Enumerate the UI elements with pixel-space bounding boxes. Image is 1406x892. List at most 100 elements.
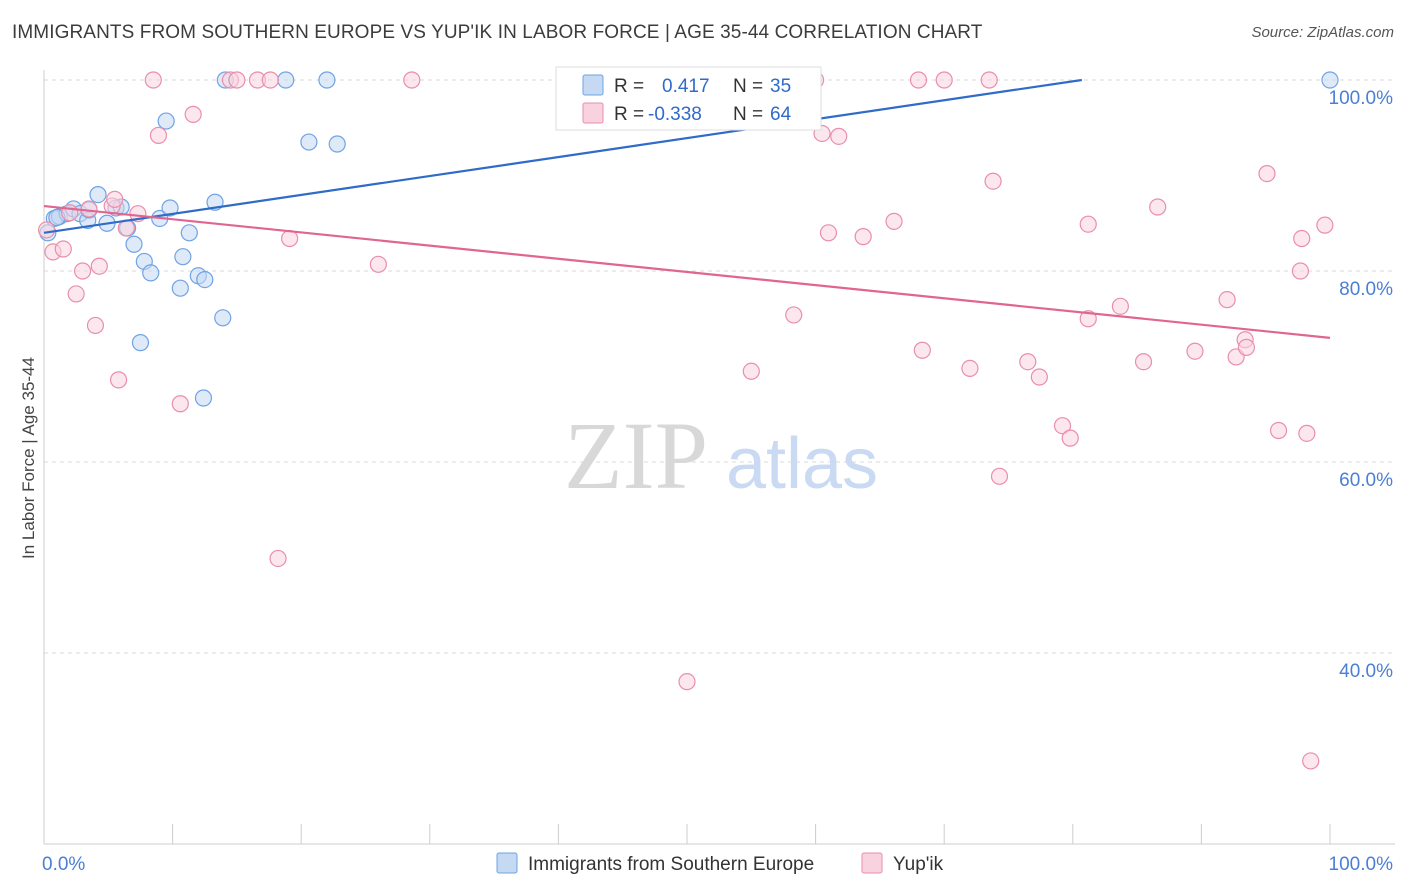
yupik-point-43 (1019, 353, 1037, 371)
series-yupik-points (37, 71, 1334, 770)
immigrants-point-31 (194, 389, 213, 407)
immigrants-point-7 (89, 186, 107, 204)
legend-n-value-blue: 35 (770, 76, 791, 97)
yupik-point-62 (1302, 752, 1320, 770)
legend-r-label-pink: R = (614, 104, 644, 125)
yupik-point-58 (1269, 421, 1288, 440)
zipatlas-watermark: ZIP atlas (564, 402, 878, 509)
immigrants-point-20 (180, 224, 198, 242)
axes (43, 70, 1395, 845)
y-axis-label: In Labor Force | Age 35-44 (19, 357, 38, 559)
yupik-point-21 (261, 71, 279, 89)
y-tick-label-40: 40.0% (1339, 661, 1393, 682)
legend-n-value-pink: 64 (770, 104, 792, 125)
yupik-point-25 (403, 71, 421, 89)
legend-r-value-blue: 0.417 (662, 76, 710, 97)
x-tick-labels: 0.0% 100.0% (42, 854, 1393, 875)
yupik-trend-line (43, 204, 1331, 339)
legend-swatch-pink (582, 102, 604, 124)
yupik-point-49 (1111, 297, 1129, 315)
y-tick-label-80: 80.0% (1339, 279, 1393, 300)
yupik-point-10 (106, 190, 124, 208)
bottom-legend-label-pink: Yup'ik (893, 854, 944, 875)
yupik-point-48 (1079, 310, 1097, 328)
yupik-point-19 (228, 71, 246, 89)
yupik-point-0 (37, 221, 56, 239)
immigrants-point-24 (214, 309, 232, 327)
yupik-point-24 (369, 255, 387, 273)
trend-lines (43, 78, 1331, 339)
yupik-point-63 (1316, 216, 1334, 234)
legend-n-label-pink: N = (733, 104, 763, 125)
yupik-point-32 (819, 224, 838, 242)
immigrants-point-27 (300, 133, 318, 151)
legend-swatch-blue (582, 74, 604, 96)
yupik-point-2 (54, 240, 72, 258)
x-tick-label-100: 100.0% (1329, 854, 1394, 875)
yupik-point-33 (830, 127, 848, 145)
immigrants-point-26 (277, 71, 295, 89)
yupik-point-34 (854, 228, 872, 246)
yupik-point-37 (913, 341, 931, 359)
immigrants-trend-line (43, 78, 1082, 234)
yupik-point-61 (1298, 424, 1316, 442)
bottom-legend-swatch-pink (861, 852, 883, 874)
yupik-point-8 (90, 257, 108, 275)
bottom-legend-swatch-blue (496, 852, 518, 874)
yupik-point-39 (961, 359, 979, 378)
yupik-point-23 (281, 229, 299, 248)
legend-r-value-pink: -0.338 (648, 104, 702, 125)
yupik-point-16 (171, 395, 189, 413)
immigrants-point-30 (131, 334, 150, 352)
yupik-point-29 (785, 306, 803, 324)
yupik-point-42 (990, 467, 1009, 485)
yupik-point-57 (1258, 164, 1276, 183)
yupik-point-53 (1218, 291, 1236, 309)
yupik-point-38 (935, 71, 953, 89)
yupik-point-51 (1149, 198, 1167, 216)
watermark-zip: ZIP (564, 402, 708, 509)
legend-n-label-blue: N = (733, 76, 763, 97)
source-credit: Source: ZipAtlas.com (1251, 24, 1394, 41)
yupik-point-22 (269, 549, 287, 568)
yupik-point-7 (86, 316, 105, 335)
immigrants-point-17 (161, 199, 179, 217)
y-tick-label-100: 100.0% (1329, 88, 1394, 109)
y-tick-labels: 40.0% 60.0% 80.0% 100.0% (1329, 88, 1394, 682)
watermark-atlas: atlas (726, 424, 878, 504)
immigrants-point-14 (142, 264, 160, 282)
immigrants-point-22 (196, 270, 214, 289)
immigrants-point-29 (328, 135, 346, 153)
y-tick-label-60: 60.0% (1339, 470, 1393, 491)
yupik-point-40 (980, 71, 998, 89)
yupik-point-59 (1291, 262, 1310, 280)
yupik-point-27 (678, 673, 696, 691)
x-tick-label-0: 0.0% (42, 854, 85, 875)
bottom-legend-label-blue: Immigrants from Southern Europe (528, 854, 814, 875)
yupik-point-11 (109, 371, 128, 389)
immigrants-point-18 (174, 248, 192, 266)
yupik-point-6 (80, 200, 98, 218)
yupik-point-15 (149, 126, 168, 144)
immigrants-point-19 (171, 279, 189, 297)
chart-title: IMMIGRANTS FROM SOUTHERN EUROPE VS YUP'I… (12, 22, 983, 43)
yupik-point-17 (184, 105, 202, 123)
yupik-point-5 (73, 262, 92, 280)
yupik-point-28 (742, 362, 760, 380)
yupik-point-14 (144, 71, 162, 89)
immigrants-point-12 (125, 235, 143, 253)
yupik-point-52 (1186, 342, 1204, 360)
yupik-point-47 (1079, 215, 1097, 233)
legend-r-label-blue: R = (614, 76, 644, 97)
yupik-point-4 (67, 285, 85, 303)
stats-legend: R = 0.417 N = 35 R = -0.338 N = 64 (555, 66, 822, 131)
yupik-point-46 (1061, 429, 1079, 447)
yupik-point-35 (885, 212, 903, 230)
yupik-point-56 (1237, 338, 1256, 356)
grid-lines (44, 79, 1395, 654)
series-legend: Immigrants from Southern Europe Yup'ik (496, 852, 944, 875)
immigrants-point-16 (157, 112, 175, 130)
yupik-point-60 (1293, 229, 1311, 248)
immigrants-point-28 (318, 71, 336, 89)
